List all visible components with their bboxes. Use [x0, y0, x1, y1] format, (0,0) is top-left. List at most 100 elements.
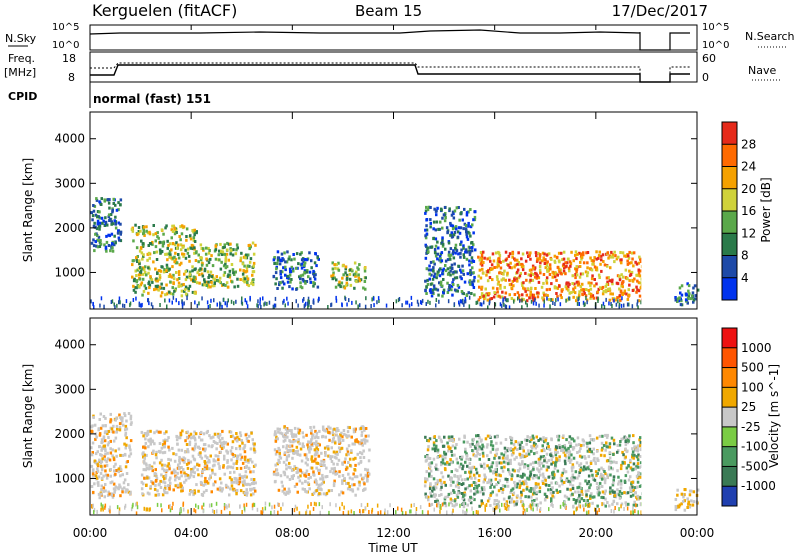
- echo-cell: [615, 257, 619, 261]
- echo-cell: [586, 441, 589, 445]
- echo-cell: [177, 477, 181, 481]
- echo-cell: [577, 485, 581, 489]
- echo-cell: [337, 437, 340, 441]
- echo-cell: [491, 461, 495, 465]
- echo-cell: [450, 470, 453, 474]
- echo-cell: [204, 447, 207, 451]
- echo-cell: [310, 429, 313, 433]
- echo-cell: [139, 273, 142, 277]
- echo-cell: [688, 493, 692, 497]
- echo-cell: [563, 266, 566, 269]
- echo-cell: [438, 281, 441, 285]
- echo-cell: [218, 488, 222, 492]
- echo-cell: [543, 258, 546, 262]
- clutter-cell: [159, 303, 161, 307]
- echo-cell: [595, 436, 599, 440]
- echo-cell: [96, 450, 99, 454]
- echo-cell: [555, 286, 558, 290]
- echo-cell: [562, 503, 566, 507]
- echo-cell: [106, 473, 110, 477]
- echo-cell: [185, 462, 189, 466]
- echo-cell: [244, 470, 248, 474]
- echo-cell: [560, 296, 563, 300]
- echo-cell: [283, 473, 287, 477]
- echo-cell: [360, 433, 363, 437]
- echo-cell: [217, 458, 220, 462]
- echo-cell: [582, 253, 585, 257]
- clutter-cell: [539, 507, 542, 511]
- echo-cell: [589, 438, 593, 441]
- echo-cell: [532, 293, 536, 297]
- echo-cell: [564, 455, 568, 459]
- clutter-cell: [621, 296, 623, 301]
- echo-cell: [520, 493, 523, 497]
- echo-cell: [153, 288, 156, 292]
- echo-cell: [223, 271, 227, 275]
- echo-cell: [230, 484, 234, 488]
- echo-cell: [344, 467, 348, 471]
- echo-cell: [561, 288, 564, 292]
- echo-cell: [244, 459, 247, 463]
- echo-cell: [540, 259, 544, 263]
- echo-cell: [579, 462, 583, 466]
- echo-cell: [428, 487, 432, 491]
- echo-cell: [541, 482, 545, 485]
- echo-cell: [98, 240, 102, 244]
- echo-cell: [450, 263, 454, 267]
- echo-cell: [569, 442, 573, 446]
- echo-cell: [434, 486, 438, 490]
- echo-cell: [149, 439, 153, 443]
- clutter-cell: [103, 304, 105, 309]
- echo-cell: [481, 501, 484, 505]
- echo-cell: [190, 278, 193, 282]
- clutter-cell: [610, 302, 612, 306]
- echo-cell: [175, 434, 178, 438]
- echo-cell: [618, 278, 622, 282]
- echo-cell: [630, 482, 633, 486]
- echo-cell: [507, 263, 510, 267]
- echo-cell: [578, 265, 582, 268]
- echo-cell: [151, 469, 154, 473]
- echo-cell: [503, 446, 507, 450]
- clutter-cell: [262, 509, 265, 514]
- echo-cell: [676, 493, 679, 497]
- clutter-cell: [169, 508, 172, 513]
- clutter-cell: [295, 299, 297, 304]
- echo-cell: [238, 473, 241, 477]
- echo-cell: [131, 275, 134, 279]
- echo-cell: [516, 279, 519, 283]
- echo-cell: [443, 497, 447, 501]
- echo-cell: [570, 469, 574, 473]
- echo-cell: [495, 483, 498, 486]
- echo-cell: [91, 424, 94, 428]
- echo-cell: [301, 277, 305, 281]
- echo-cell: [477, 434, 480, 437]
- echo-cell: [574, 253, 577, 257]
- echo-cell: [331, 428, 335, 432]
- echo-cell: [436, 272, 439, 276]
- echo-cell: [447, 435, 451, 439]
- colorbar-segment: [722, 211, 737, 234]
- echo-cell: [332, 271, 335, 275]
- echo-cell: [588, 267, 592, 271]
- echo-cell: [104, 430, 107, 434]
- echo-cell: [550, 497, 553, 501]
- echo-cell: [223, 454, 226, 458]
- echo-cell: [97, 235, 101, 239]
- echo-cell: [484, 476, 487, 480]
- echo-cell: [612, 460, 616, 464]
- echo-cell: [569, 493, 573, 497]
- echo-cell: [104, 247, 108, 251]
- echo-cell: [144, 286, 148, 290]
- echo-cell: [179, 248, 183, 252]
- echo-cell: [127, 483, 130, 487]
- echo-cell: [252, 442, 255, 446]
- clutter-cell: [307, 301, 309, 306]
- echo-cell: [432, 236, 435, 240]
- echo-cell: [335, 429, 338, 433]
- echo-cell: [580, 455, 584, 459]
- echo-cell: [162, 475, 165, 479]
- echo-cell: [166, 246, 169, 250]
- echo-cell: [441, 272, 444, 276]
